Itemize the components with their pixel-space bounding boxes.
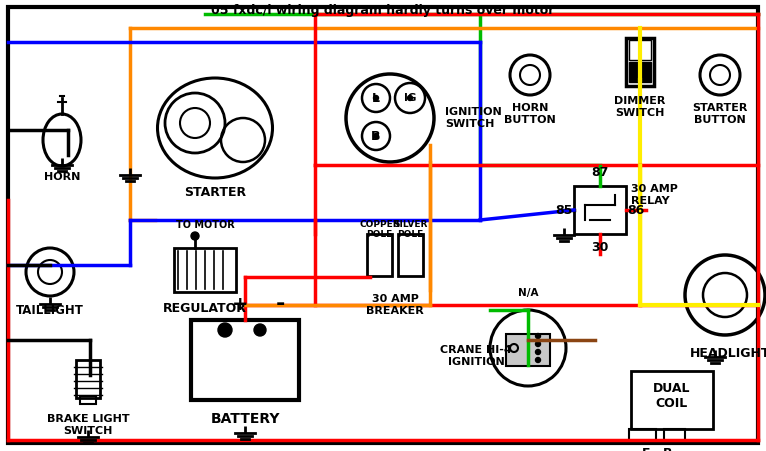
Text: CRANE HI-4
IGNITION: CRANE HI-4 IGNITION [440,345,512,367]
Text: IG: IG [404,93,416,103]
Circle shape [218,323,232,337]
Text: DUAL
COIL: DUAL COIL [653,382,691,410]
Circle shape [535,341,541,346]
Text: -: - [275,294,285,314]
Text: HORN: HORN [44,172,80,182]
Text: 87: 87 [591,166,609,179]
Bar [398,234,423,276]
Text: 86: 86 [627,203,645,216]
Text: 30: 30 [591,241,609,254]
Text: STARTER
BUTTON: STARTER BUTTON [692,103,748,124]
Text: TO MOTOR: TO MOTOR [175,220,234,230]
Bar [664,429,685,443]
Text: DIMMER
SWITCH: DIMMER SWITCH [614,96,666,118]
Bar [629,40,651,60]
Bar [80,396,96,404]
Text: BATTERY: BATTERY [210,412,280,426]
Bar [367,234,392,276]
Circle shape [374,96,378,101]
Circle shape [535,350,541,354]
Text: HORN
BUTTON: HORN BUTTON [504,103,556,124]
Text: 85: 85 [555,203,573,216]
Circle shape [535,333,541,339]
Text: TAILLIGHT: TAILLIGHT [16,304,84,317]
Circle shape [191,232,199,240]
Bar [174,248,236,292]
Bar [76,360,100,398]
Text: SILVER
POLE: SILVER POLE [393,220,427,239]
Text: HEADLIGHT: HEADLIGHT [689,347,766,360]
Circle shape [374,133,378,138]
Bar [506,334,550,366]
Bar [631,371,713,429]
Text: F: F [642,447,651,451]
Text: R: R [663,447,673,451]
Bar [626,38,654,86]
Text: BRAKE LIGHT
SWITCH: BRAKE LIGHT SWITCH [47,414,129,436]
Circle shape [408,96,413,101]
Text: REGULATOR: REGULATOR [163,302,247,315]
Text: B: B [372,129,381,143]
Text: STARTER: STARTER [184,186,246,199]
Text: +: + [232,295,248,314]
Text: COPPER
POLE: COPPER POLE [359,220,400,239]
Bar [191,320,299,400]
Bar [629,429,656,443]
Text: IGNITION
SWITCH: IGNITION SWITCH [445,107,502,129]
Circle shape [535,358,541,363]
Text: 30 AMP
BREAKER: 30 AMP BREAKER [366,294,424,316]
Text: 30 AMP
RELAY: 30 AMP RELAY [631,184,678,206]
Text: N/A: N/A [518,288,538,298]
Text: 05 fxdc/i wiring diagram hardly turns over motor: 05 fxdc/i wiring diagram hardly turns ov… [211,4,555,17]
Circle shape [254,324,266,336]
Bar [629,62,651,82]
Bar [574,186,626,234]
Text: L: L [372,92,380,105]
